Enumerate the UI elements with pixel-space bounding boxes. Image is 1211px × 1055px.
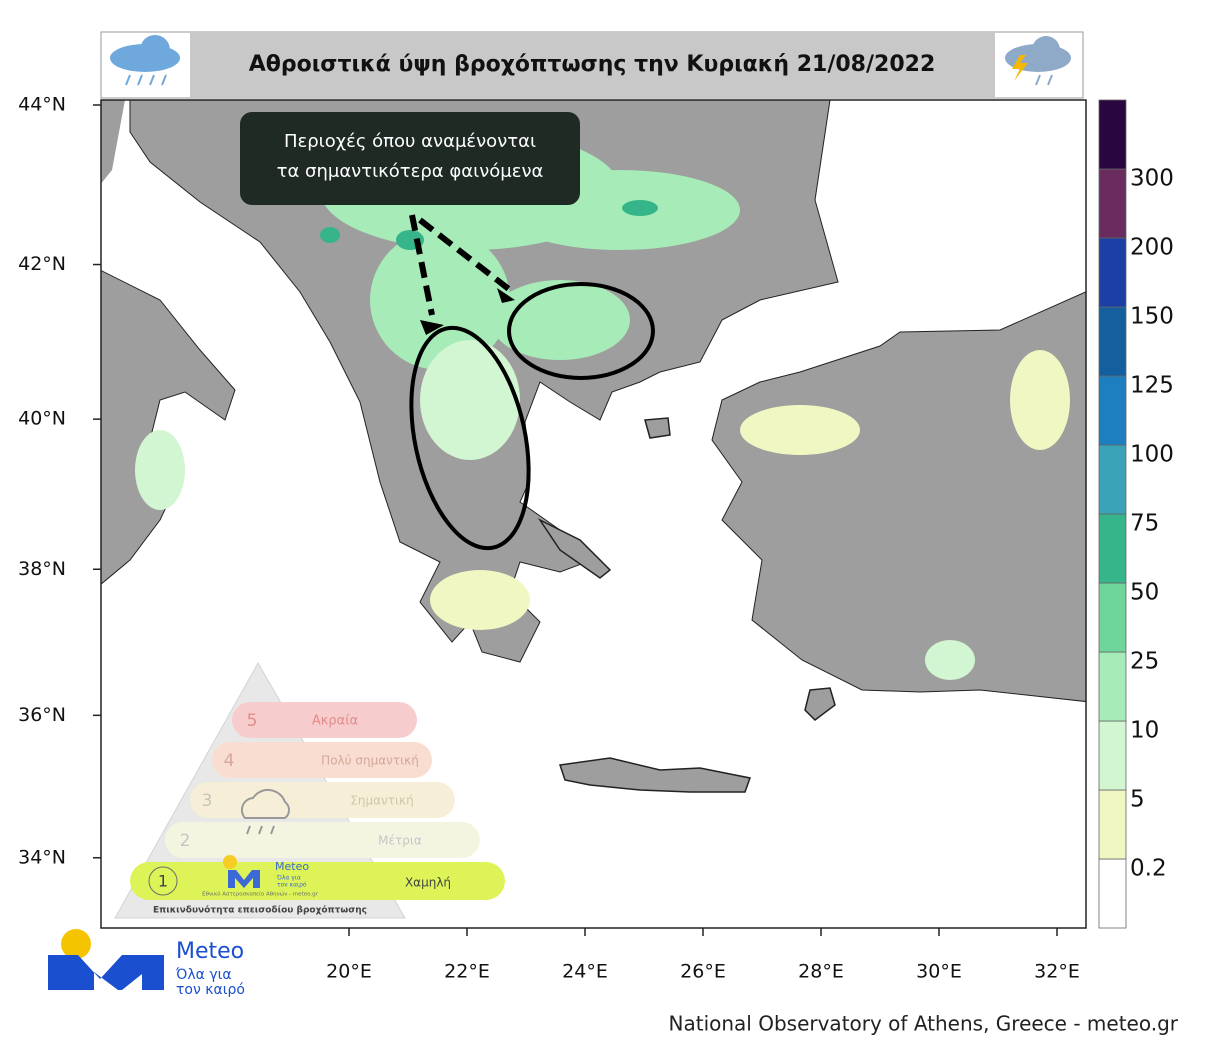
level-bar [212,742,432,778]
level-label: Σημαντική [350,794,413,808]
rain-icon [110,35,180,86]
arrows [409,214,512,316]
colorbar-label: 5 [1130,787,1145,813]
level-bar [232,702,417,738]
annotation-line: τα σημαντικότερα φαινόμενα [277,161,544,182]
level-bar [130,862,505,900]
lesbos [644,417,671,439]
color-box [1098,444,1127,515]
italy [101,269,236,585]
lat-label: 40°N [18,408,66,430]
italy-north [101,100,125,184]
level-number: 2 [180,831,191,851]
brand: Meteo [275,860,309,873]
lon-label: 24°E [562,961,608,983]
level-number: 5 [247,711,258,731]
lon-label: 32°E [1034,961,1080,983]
colorbar-label: 0.2 [1130,856,1167,882]
lon-label: 30°E [916,961,962,983]
colorbar-label: 50 [1130,580,1159,606]
color-box [1098,306,1127,377]
header-band [190,32,995,98]
color-box [1098,789,1127,860]
cloud-icon [240,788,290,835]
color-box [1098,168,1127,239]
colorbar-label: 300 [1130,166,1174,192]
arrowheads [420,288,515,335]
anatolia [711,291,1086,703]
logo-brand: Meteo [176,939,244,964]
level-label: Ακραία [312,714,358,729]
axes: 44°N 42°N 40°N 38°N 36°N 34°N 20°E 22°E 24°E 26°E… [18,94,1080,983]
colorbar: 0.2 5 10 25 50 75 100 125 150 200 300 [1098,99,1174,929]
lat-label: 42°N [18,253,66,275]
brand-dot [223,855,237,869]
color-box [1098,582,1127,653]
color-box [1098,237,1127,308]
highlight-ellipse [409,325,531,551]
level-label: Πολύ σημαντική [321,754,419,768]
slogan: Όλα για [276,875,301,882]
map-frame [100,99,1087,929]
title: Αθροιστικά ύψη βροχόπτωσης την Κυριακή 2… [249,52,936,77]
lon-label: 28°E [798,961,844,983]
caption: Επικινδυνότητα επεισοδίου βροχόπτωσης [153,905,367,916]
logo-slogan: τον καιρό [176,982,245,998]
color-box [1098,513,1127,584]
colorbar-label: 25 [1130,649,1159,675]
slogan: τον καιρό [277,882,307,889]
lon-label: 22°E [444,961,490,983]
annotation-line: Περιοχές όπου αναμένονται [284,131,536,152]
lon-label: 20°E [326,961,372,983]
highlight-ellipse [507,282,655,380]
colorbar-label: 75 [1130,511,1159,537]
colorbar-label: 10 [1130,718,1159,744]
credit: Εθνικό Αστεροσκοπείο Αθηνών - meteo.gr [202,891,319,898]
colorbar-label: 200 [1130,235,1174,261]
level-label: Χαμηλή [405,876,451,890]
level-bar [190,782,455,818]
colorbar-label: 100 [1130,442,1174,468]
logo-slogan: Όλα για [175,967,232,983]
level-number: 1 [158,872,168,891]
colorbar-label: 150 [1130,304,1174,330]
level-badge [148,866,178,896]
storm-icon [1005,36,1071,86]
rhodes [804,687,836,721]
lat-label: 36°N [18,704,66,726]
level-number: 4 [224,751,235,771]
lon-label: 26°E [680,961,726,983]
color-box [1098,651,1127,722]
color-box [1098,858,1127,929]
level-number: 3 [202,791,213,811]
level-label: Μέτρια [378,834,422,848]
lat-label: 38°N [18,558,66,580]
footer: National Observatory of Athens, Greece -… [669,1012,1179,1036]
color-box [1098,375,1127,446]
warning-pyramid: 5 Ακραία 4 Πολύ σημαντική 3 Σημαντική 2 … [114,661,505,919]
color-box [1098,99,1127,170]
evia [537,518,612,579]
crete [559,757,751,793]
colorbar-label: 125 [1130,373,1174,399]
color-box [1098,720,1127,791]
level-bar [165,822,480,858]
logo: Meteo Όλα για τον καιρό [48,929,245,998]
lat-label: 34°N [18,846,66,868]
brand-mark [228,870,260,888]
lat-label: 44°N [18,94,66,116]
annotation-box [240,112,580,205]
